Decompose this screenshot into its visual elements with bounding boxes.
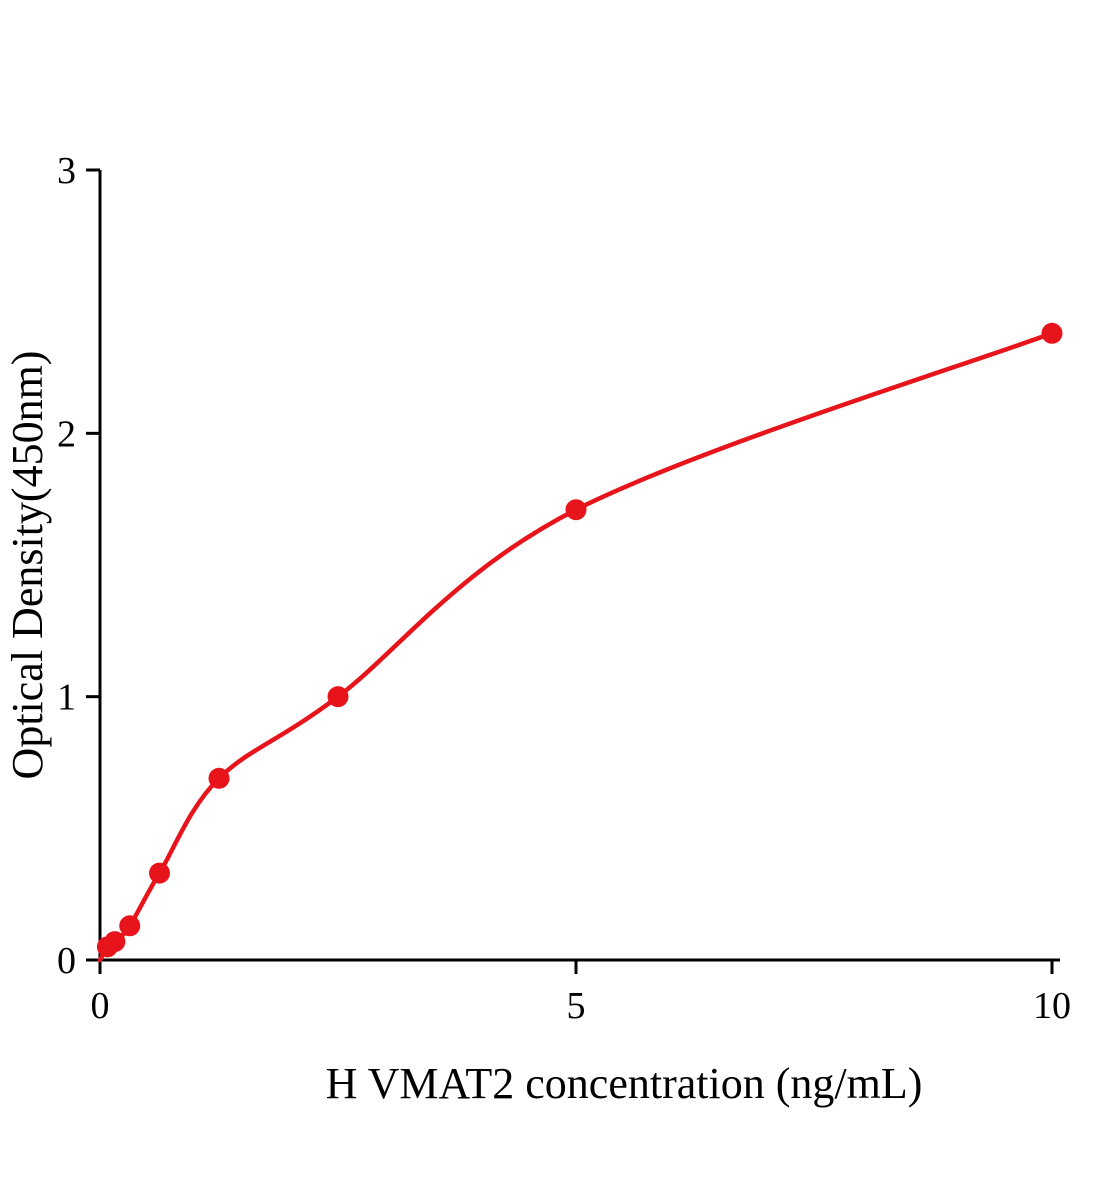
fit-curve <box>97 331 1055 963</box>
chart-dynamic-layer: 0 5 10 0 1 2 3 <box>57 150 1071 1027</box>
x-tick-label: 10 <box>1033 985 1071 1027</box>
x-tick-label: 5 <box>567 985 586 1027</box>
x-axis-title: H VMAT2 concentration (ng/mL) <box>326 1059 923 1108</box>
data-point <box>149 862 170 884</box>
y-tick-label: 0 <box>57 940 76 982</box>
y-tick-label: 2 <box>57 413 76 455</box>
y-tick-label: 3 <box>57 150 76 192</box>
data-point <box>327 686 349 708</box>
data-point <box>565 499 587 521</box>
x-tick-label: 0 <box>91 985 110 1027</box>
data-point <box>208 767 230 789</box>
y-tick-label: 1 <box>57 677 76 719</box>
y-axis-title: Optical Density(450nm) <box>3 351 52 780</box>
data-point <box>104 931 126 953</box>
data-point <box>1041 322 1063 344</box>
data-point <box>119 915 141 937</box>
